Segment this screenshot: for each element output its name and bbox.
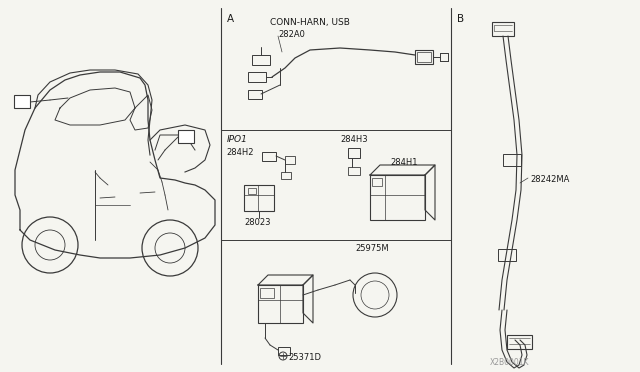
Text: CONN-HARN, USB: CONN-HARN, USB — [270, 18, 350, 27]
Text: IPO1: IPO1 — [227, 135, 248, 144]
Text: 25975M: 25975M — [355, 244, 388, 253]
Bar — [248, 72, 266, 82]
Bar — [248, 90, 262, 99]
Bar — [417, 52, 431, 62]
Bar — [244, 185, 274, 211]
Text: B: B — [457, 14, 465, 24]
Text: A: A — [227, 14, 234, 24]
Bar — [262, 152, 276, 161]
Text: 25371D: 25371D — [288, 353, 321, 362]
Bar — [503, 154, 521, 166]
Bar — [372, 178, 382, 186]
Text: B: B — [182, 131, 189, 141]
Text: 284H3: 284H3 — [340, 135, 367, 144]
Bar — [348, 167, 360, 175]
Text: 28242MA: 28242MA — [530, 175, 570, 184]
Bar — [370, 175, 425, 220]
Bar — [498, 249, 516, 261]
Bar — [507, 335, 532, 349]
Bar — [285, 156, 295, 164]
FancyBboxPatch shape — [178, 130, 194, 143]
Text: 284H2: 284H2 — [227, 148, 254, 157]
Text: 28023: 28023 — [244, 218, 271, 227]
Bar — [415, 50, 433, 64]
Text: X2B0001K: X2B0001K — [490, 358, 529, 367]
FancyBboxPatch shape — [14, 95, 30, 108]
Bar — [252, 55, 270, 65]
Bar — [281, 172, 291, 179]
Bar — [348, 148, 360, 158]
Text: 284H1: 284H1 — [390, 158, 417, 167]
Bar — [278, 347, 290, 355]
Text: 282A0: 282A0 — [278, 30, 305, 39]
Bar — [248, 188, 256, 194]
Bar — [258, 285, 303, 323]
Bar — [260, 288, 274, 298]
Text: A: A — [19, 96, 26, 106]
Bar — [492, 22, 514, 36]
